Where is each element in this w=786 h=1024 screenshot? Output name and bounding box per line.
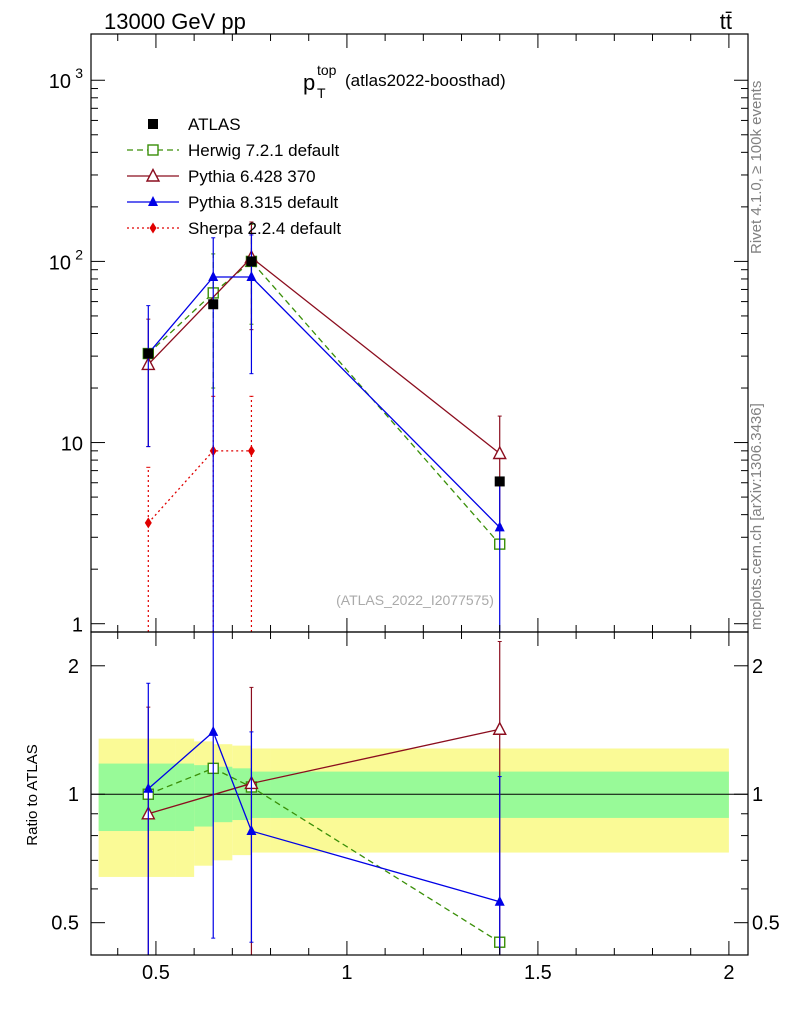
uncertainty-band-inner — [251, 771, 271, 818]
ratio-y-axis-label: Ratio to ATLAS — [24, 744, 41, 845]
legend-marker-sherpa-2-2-4-default — [149, 222, 157, 234]
y-tick-label: 10 — [61, 434, 83, 456]
atlas-point — [208, 299, 219, 310]
atlas-point — [143, 348, 154, 359]
y-tick-label: 10 — [49, 71, 71, 93]
process-label: tt̄ — [720, 9, 732, 34]
legend-label-herwig-7-2-1-default: Herwig 7.2.1 default — [188, 141, 339, 160]
ratio-y-tick-label-right: 2 — [752, 656, 763, 678]
x-tick-label: 0.5 — [142, 962, 170, 984]
legend-label-pythia-6-428-370: Pythia 6.428 370 — [188, 167, 316, 186]
atlas-point — [246, 256, 257, 267]
mcplots-source-label: mcplots.cern.ch [arXiv:1306.3436] — [748, 403, 765, 630]
pythia-8-315-default-line — [147, 276, 501, 528]
title-main: p — [303, 70, 315, 95]
legend-marker-herwig-7-2-1-default — [147, 144, 159, 156]
uncertainty-band-inner — [98, 763, 176, 832]
pythia-6-428-370-point — [492, 445, 507, 460]
legend-label-sherpa-2-2-4-default: Sherpa 2.2.4 default — [188, 219, 341, 238]
pythia-8-315-default-ratio-point — [494, 895, 505, 906]
ratio-y-tick-label: 2 — [68, 656, 79, 678]
ratio-y-tick-label-right: 0.5 — [752, 913, 780, 935]
pythia-8-315-default-point — [246, 271, 257, 282]
pythia-6-428-370-line — [147, 256, 501, 455]
pythia-6-428-370-ratio-point — [492, 721, 507, 735]
uncertainty-band-inner — [194, 765, 214, 827]
uncertainty-band-inner — [175, 763, 195, 832]
pythia-8-315-default-ratio-line — [147, 730, 500, 903]
ratio-y-tick-label: 0.5 — [51, 913, 79, 935]
x-tick-label: 1.5 — [524, 962, 552, 984]
ratio-y-tick-label: 1 — [68, 784, 79, 806]
rivet-version-label: Rivet 4.1.0, ≥ 100k events — [748, 81, 765, 254]
sherpa-2-2-4-default-line — [147, 450, 252, 524]
y-tick-label-exponent: 3 — [75, 65, 83, 81]
pythia-8-315-default-ratio-point — [246, 825, 257, 836]
ratio-panel: 0.5 0.5 1 1 2 2 0.5 1 1.5 2 — [51, 631, 780, 984]
sherpa-2-2-4-default-point — [247, 445, 255, 457]
legend-marker-pythia-8-315-default — [148, 196, 158, 206]
herwig-7-2-1-default-line — [147, 260, 501, 545]
title-superscript: top — [317, 62, 337, 78]
pythia-8-315-default-point — [208, 271, 219, 282]
legend-marker-pythia-6-428-370 — [145, 167, 161, 182]
y-tick-label: 1 — [72, 615, 83, 637]
legend-label-pythia-8-315-default: Pythia 8.315 default — [188, 193, 339, 212]
pythia-8-315-default-ratio-point — [208, 725, 219, 736]
y-tick-label-exponent: 2 — [75, 246, 83, 262]
pythia-8-315-default-point — [494, 521, 505, 532]
plot-title: p top T (atlas2022-boosthad) — [303, 62, 506, 101]
x-tick-label: 2 — [723, 962, 734, 984]
title-analysis: (atlas2022-boosthad) — [345, 71, 506, 90]
sherpa-2-2-4-default-point — [144, 517, 152, 529]
collision-label: 13000 GeV pp — [104, 9, 246, 34]
legend-label-atlas: ATLAS — [188, 115, 241, 134]
legend: ATLAS Herwig 7.2.1 default Pythia 6.428 37… — [127, 115, 341, 238]
pythia-8-315-default-ratio-point — [143, 782, 154, 793]
y-tick-label: 10 — [49, 252, 71, 274]
herwig-7-2-1-default-ratio-line — [148, 767, 501, 943]
legend-marker-atlas — [148, 119, 158, 129]
title-subscript: T — [317, 85, 326, 101]
x-tick-label: 1 — [341, 962, 352, 984]
atlas-point — [494, 476, 505, 487]
ratio-y-tick-label-right: 1 — [752, 784, 763, 806]
analysis-watermark: (ATLAS_2022_I2077575) — [336, 592, 494, 608]
